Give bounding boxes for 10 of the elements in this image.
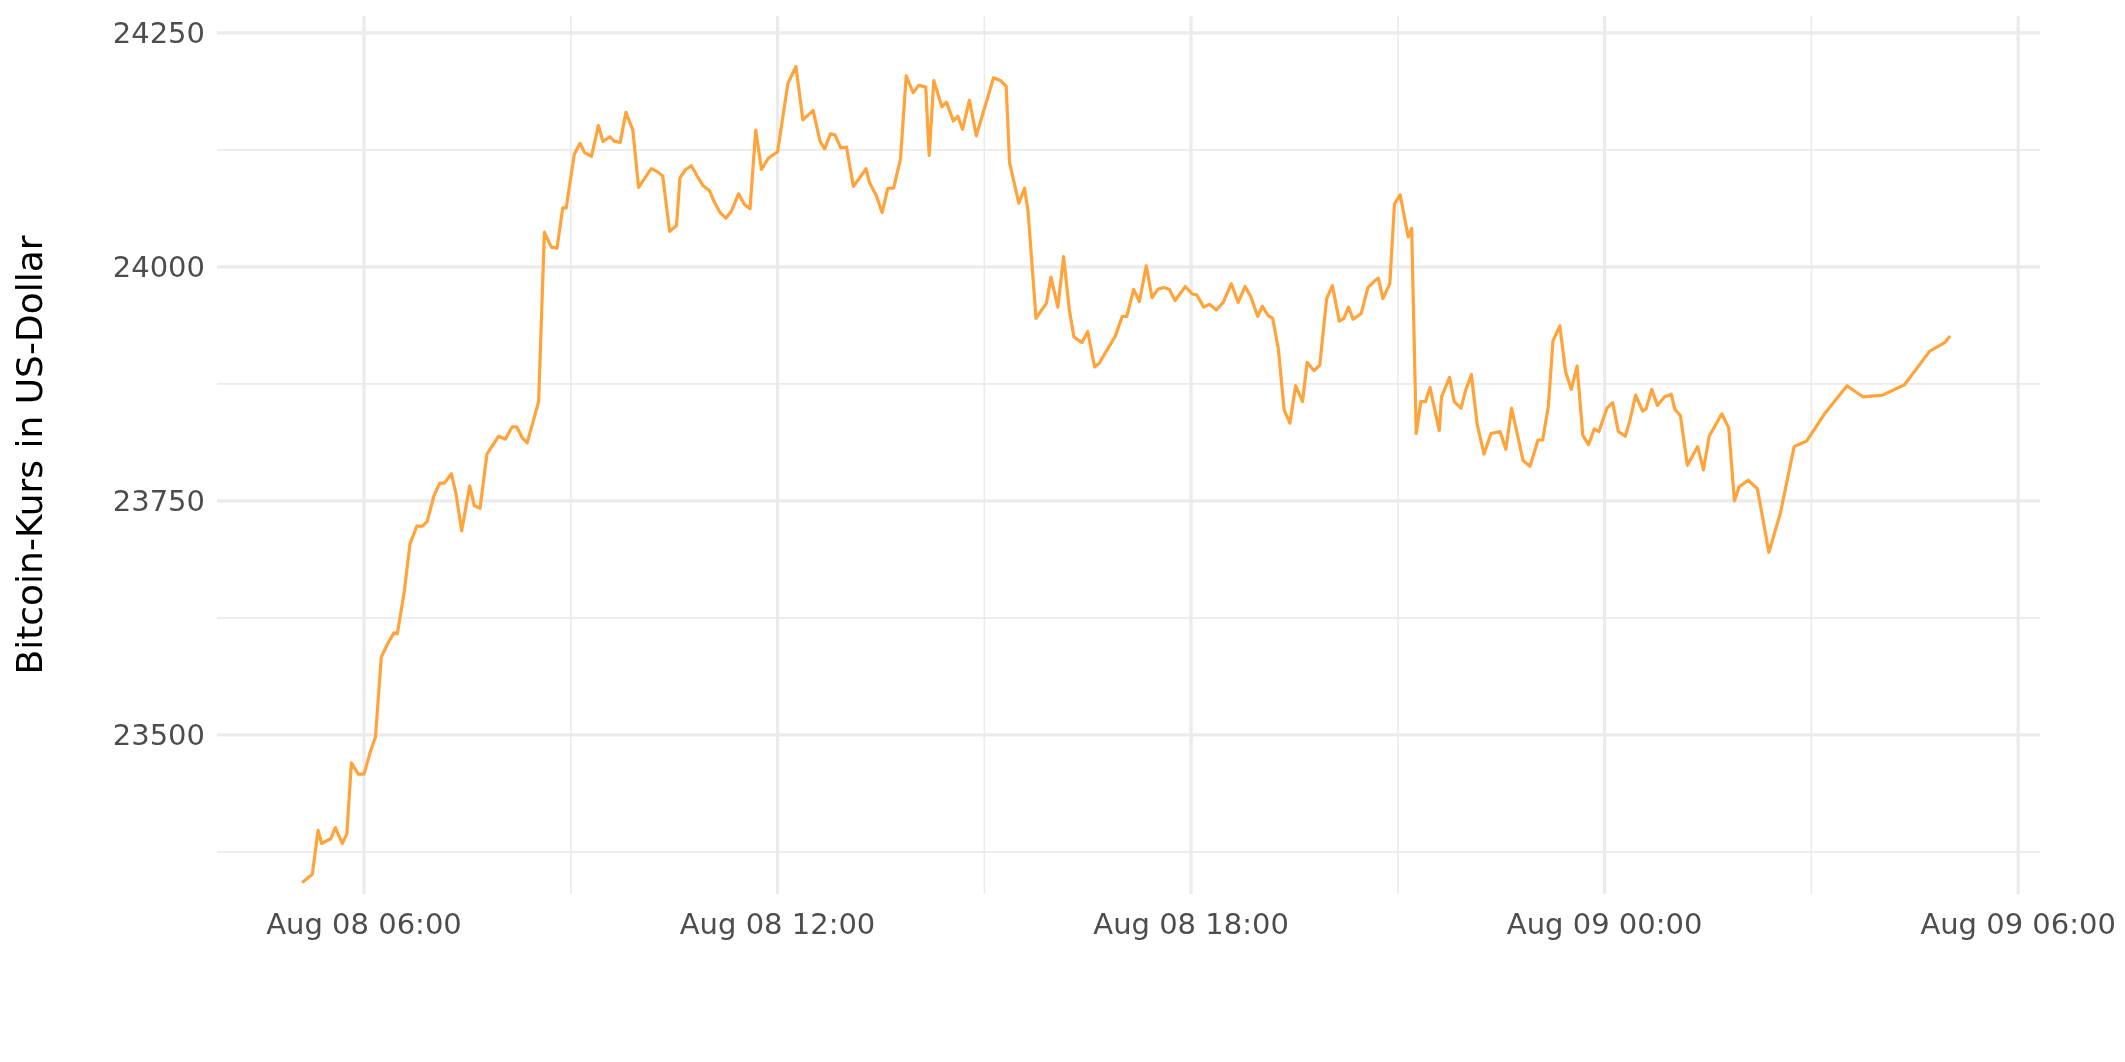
y-tick-label: 23750 bbox=[112, 484, 205, 519]
x-tick-label: Aug 09 00:00 bbox=[1506, 907, 1703, 941]
y-tick-label: 24250 bbox=[112, 16, 205, 50]
x-tick-label: Aug 09 06:00 bbox=[1920, 907, 2116, 941]
y-tick-label: 24000 bbox=[112, 250, 205, 285]
x-tick-label: Aug 08 12:00 bbox=[679, 907, 876, 941]
y-tick-label: 23500 bbox=[112, 718, 205, 753]
x-tick-label: Aug 08 18:00 bbox=[1093, 907, 1289, 941]
y-axis-title: Bitcoin-Kurs in US-Dollar bbox=[9, 235, 50, 675]
x-tick-label: Aug 08 06:00 bbox=[266, 907, 462, 941]
